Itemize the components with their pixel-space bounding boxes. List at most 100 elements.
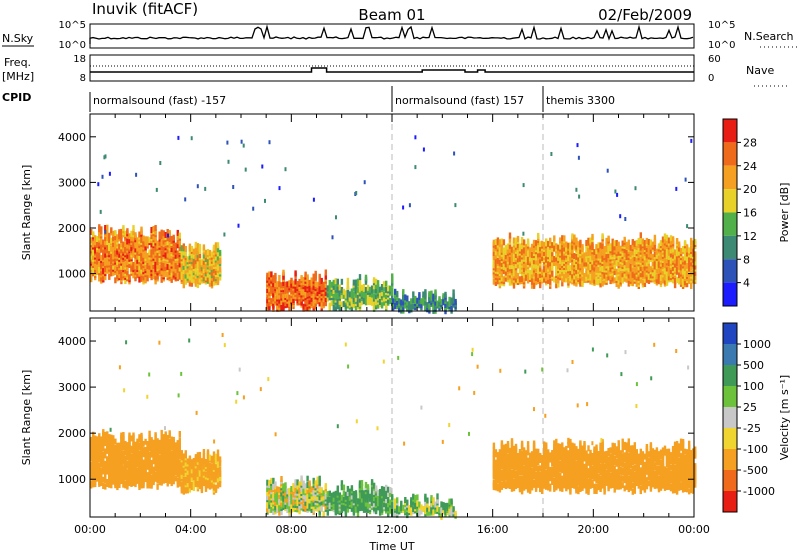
data-cell — [694, 269, 697, 276]
data-cell — [150, 259, 153, 266]
data-cell — [270, 298, 273, 305]
data-cell — [300, 275, 303, 282]
data-cell — [176, 477, 179, 484]
data-cell — [635, 239, 638, 246]
data-cell — [266, 287, 269, 293]
data-cell — [172, 234, 175, 241]
data-cell — [108, 171, 111, 176]
data-cell — [152, 263, 155, 269]
data-cell — [316, 482, 319, 489]
data-cell — [182, 465, 185, 472]
data-cell — [561, 280, 564, 287]
data-cell — [338, 298, 341, 305]
data-cell — [110, 447, 113, 453]
data-cell — [196, 269, 200, 276]
data-cell — [308, 486, 311, 493]
data-cell — [116, 234, 119, 241]
data-cell — [212, 257, 216, 263]
data-cell — [100, 244, 103, 251]
data-cell — [314, 503, 317, 510]
data-cell — [162, 261, 165, 268]
data-cell — [200, 458, 204, 465]
data-cell — [172, 255, 175, 262]
data-cell — [633, 259, 636, 266]
data-cell — [182, 453, 185, 460]
data-cell — [545, 267, 548, 274]
data-cell — [154, 229, 157, 236]
data-cell — [569, 265, 572, 272]
data-cell — [539, 257, 542, 264]
data-cell — [138, 231, 141, 238]
data-cell — [204, 471, 208, 478]
data-cell — [94, 245, 97, 252]
data-cell — [524, 268, 528, 275]
data-cell — [176, 471, 179, 478]
data-cell — [661, 240, 665, 247]
data-cell — [575, 237, 578, 244]
data-cell — [202, 478, 206, 484]
data-cell — [605, 242, 608, 248]
data-cell — [352, 292, 356, 298]
data-cell — [569, 256, 572, 263]
data-cell — [122, 432, 125, 438]
data-cell — [318, 479, 321, 486]
data-cell — [164, 250, 167, 257]
data-cell — [136, 249, 139, 256]
data-cell — [633, 267, 636, 274]
data-cell — [326, 291, 329, 298]
data-cell — [571, 233, 574, 240]
data-cell — [100, 477, 103, 484]
data-cell — [164, 439, 167, 446]
noise-right-label: N.Search — [744, 30, 794, 43]
data-cell — [611, 275, 614, 282]
data-cell — [94, 239, 97, 246]
data-cell — [114, 264, 117, 271]
data-cell — [613, 262, 616, 269]
data-cell — [346, 282, 350, 288]
data-cell — [310, 507, 313, 513]
data-cell — [237, 223, 240, 228]
data-cell — [312, 197, 315, 202]
data-cell — [164, 443, 167, 450]
data-cell — [188, 253, 192, 260]
data-cell — [94, 454, 97, 461]
data-cell — [184, 197, 187, 202]
data-cell — [581, 262, 584, 269]
data-cell — [428, 303, 431, 310]
data-cell — [148, 249, 151, 256]
data-cell — [657, 243, 661, 250]
data-cell — [212, 267, 216, 274]
data-cell — [202, 271, 206, 278]
data-cell — [549, 278, 552, 285]
data-cell — [150, 227, 153, 233]
data-cell — [448, 300, 451, 307]
freq-tick-top: 18 — [73, 54, 86, 65]
data-cell — [146, 252, 149, 259]
data-cell — [194, 460, 198, 467]
data-cell — [124, 230, 127, 237]
data-cell — [212, 476, 216, 483]
data-cell — [615, 248, 618, 255]
data-cell — [675, 266, 679, 273]
data-cell — [508, 242, 512, 249]
data-cell — [110, 442, 113, 449]
data-cell — [547, 245, 550, 251]
data-cell — [264, 198, 266, 203]
cpid-segment-label: normalsound (fast) -157 — [93, 94, 226, 107]
data-cell — [298, 487, 301, 494]
data-cell — [276, 293, 279, 300]
data-cell — [428, 291, 431, 298]
data-cell — [176, 242, 179, 249]
data-cell — [314, 303, 317, 310]
data-cell — [551, 250, 554, 257]
data-cell — [100, 275, 103, 282]
data-cell — [304, 304, 307, 311]
data-cell — [200, 259, 204, 266]
data-cell — [683, 264, 687, 271]
data-cell — [549, 272, 552, 279]
data-cell — [609, 265, 612, 272]
data-cell — [190, 482, 194, 488]
data-cell — [286, 502, 289, 509]
data-cell — [326, 491, 329, 498]
data-cell — [270, 477, 273, 484]
